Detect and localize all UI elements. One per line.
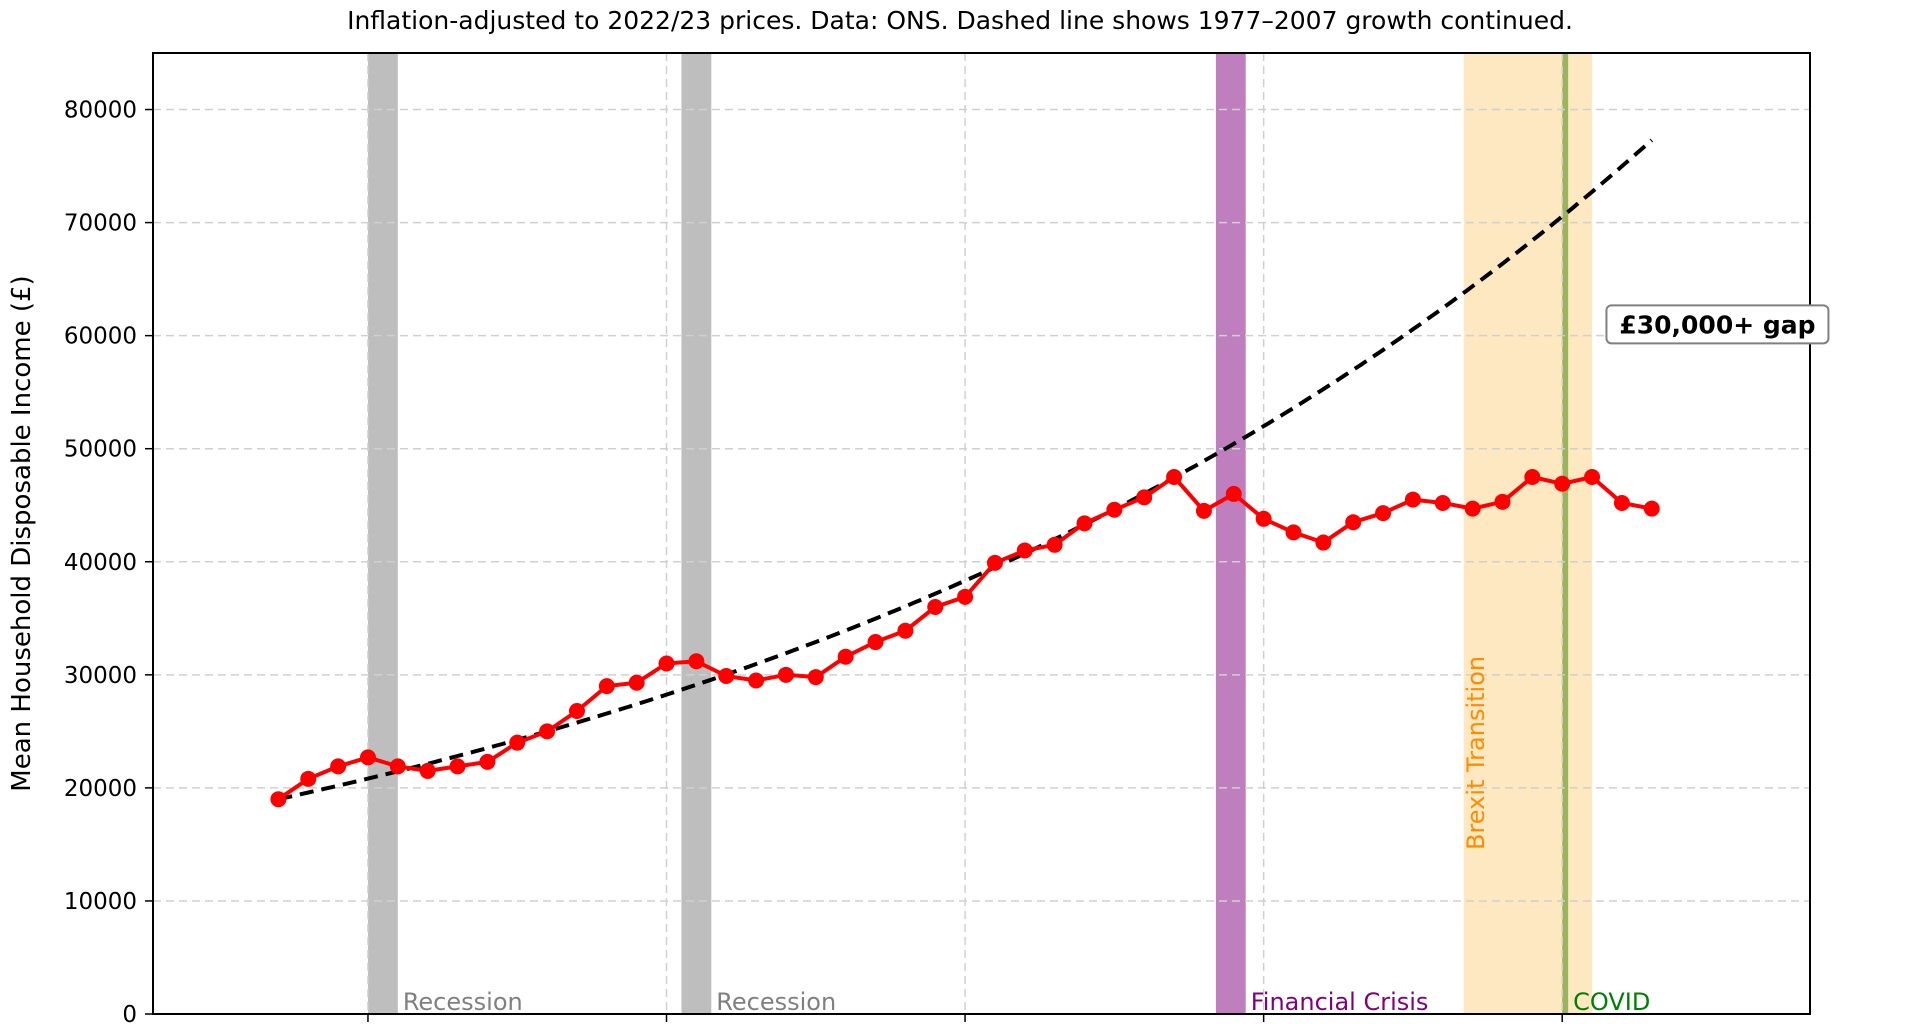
data-point: [1584, 468, 1601, 485]
data-point: [628, 674, 645, 691]
data-point: [1494, 493, 1511, 510]
axes: 0 10000 20000 30000 40000 50000 60000 70000 8000…: [7, 52, 1811, 1024]
data-point: [777, 666, 794, 683]
data-point: [389, 758, 406, 775]
data-point: [449, 758, 466, 775]
plot-frame: [152, 52, 1811, 1015]
income-series: [270, 468, 1660, 808]
y-tick-label: 80000: [64, 98, 137, 124]
y-tick-label: 70000: [64, 211, 137, 237]
data-point: [1076, 515, 1093, 532]
data-point: [986, 554, 1003, 571]
period-band-recession: [681, 53, 712, 1014]
period-label-recession: Recession: [716, 988, 836, 1016]
period-band-recession: [367, 53, 398, 1014]
data-point: [359, 749, 376, 766]
data-point: [837, 648, 854, 665]
data-point: [1524, 468, 1541, 485]
data-point: [1136, 489, 1153, 506]
y-tick-label: 0: [122, 1002, 137, 1024]
data-point: [718, 667, 735, 684]
y-tick-label: 50000: [64, 437, 137, 463]
data-point: [927, 598, 944, 615]
data-point: [658, 655, 675, 672]
data-point: [1255, 510, 1272, 527]
data-point: [1464, 500, 1481, 517]
y-tick-label: 60000: [64, 324, 137, 350]
gap-annotation-text: £30,000+ gap: [1619, 310, 1815, 339]
data-point: [1166, 468, 1183, 485]
y-axis-label: Mean Household Disposable Income (£): [7, 275, 37, 791]
data-point: [1195, 502, 1212, 519]
data-point: [598, 678, 615, 695]
period-label-covid: COVID: [1573, 988, 1650, 1016]
y-tick-label: 10000: [64, 889, 137, 915]
data-point: [1106, 501, 1123, 518]
data-point: [1285, 524, 1302, 541]
data-point: [1225, 485, 1242, 502]
data-point: [539, 723, 556, 740]
data-point: [1404, 491, 1421, 508]
period-band-covid: [1562, 53, 1569, 1014]
data-point: [1315, 534, 1332, 551]
data-point: [330, 758, 347, 775]
period-band-financial-crisis: [1215, 53, 1246, 1014]
data-point: [1643, 500, 1660, 517]
period-label-financial-crisis: Financial Crisis: [1251, 988, 1429, 1016]
period-label-brexit-transition: Brexit Transition: [1462, 656, 1490, 850]
data-point: [807, 669, 824, 686]
data-point: [688, 653, 705, 670]
period-labels: Recession Recession Financial Crisis Brexit…: [403, 656, 1651, 1016]
gap-annotation-box: [1605, 304, 1830, 345]
period-label-recession: Recession: [403, 988, 523, 1016]
data-point: [1345, 514, 1362, 531]
period-band-brexit-transition: [1463, 53, 1593, 1014]
chart-title: Inflation-adjusted to 2022/23 prices. Da…: [347, 6, 1573, 35]
data-point: [1046, 536, 1063, 553]
data-point: [1434, 494, 1451, 511]
data-point: [419, 762, 436, 779]
y-tick-label: 40000: [64, 550, 137, 576]
data-point: [300, 770, 317, 787]
data-point: [748, 672, 765, 689]
data-point: [568, 703, 585, 720]
data-point: [867, 634, 884, 651]
y-tick-label: 30000: [64, 663, 137, 689]
data-point: [270, 791, 287, 808]
data-point: [897, 622, 914, 639]
shaded-periods: [367, 53, 1593, 1014]
data-point: [957, 588, 974, 605]
annotations: £30,000+ gap: [1605, 304, 1830, 345]
data-point: [479, 753, 496, 770]
data-point: [1613, 494, 1630, 511]
y-tick-label: 20000: [64, 776, 137, 802]
data-point: [1375, 505, 1392, 522]
data-point: [1554, 475, 1571, 492]
data-point: [1016, 542, 1033, 559]
data-point: [509, 734, 526, 751]
